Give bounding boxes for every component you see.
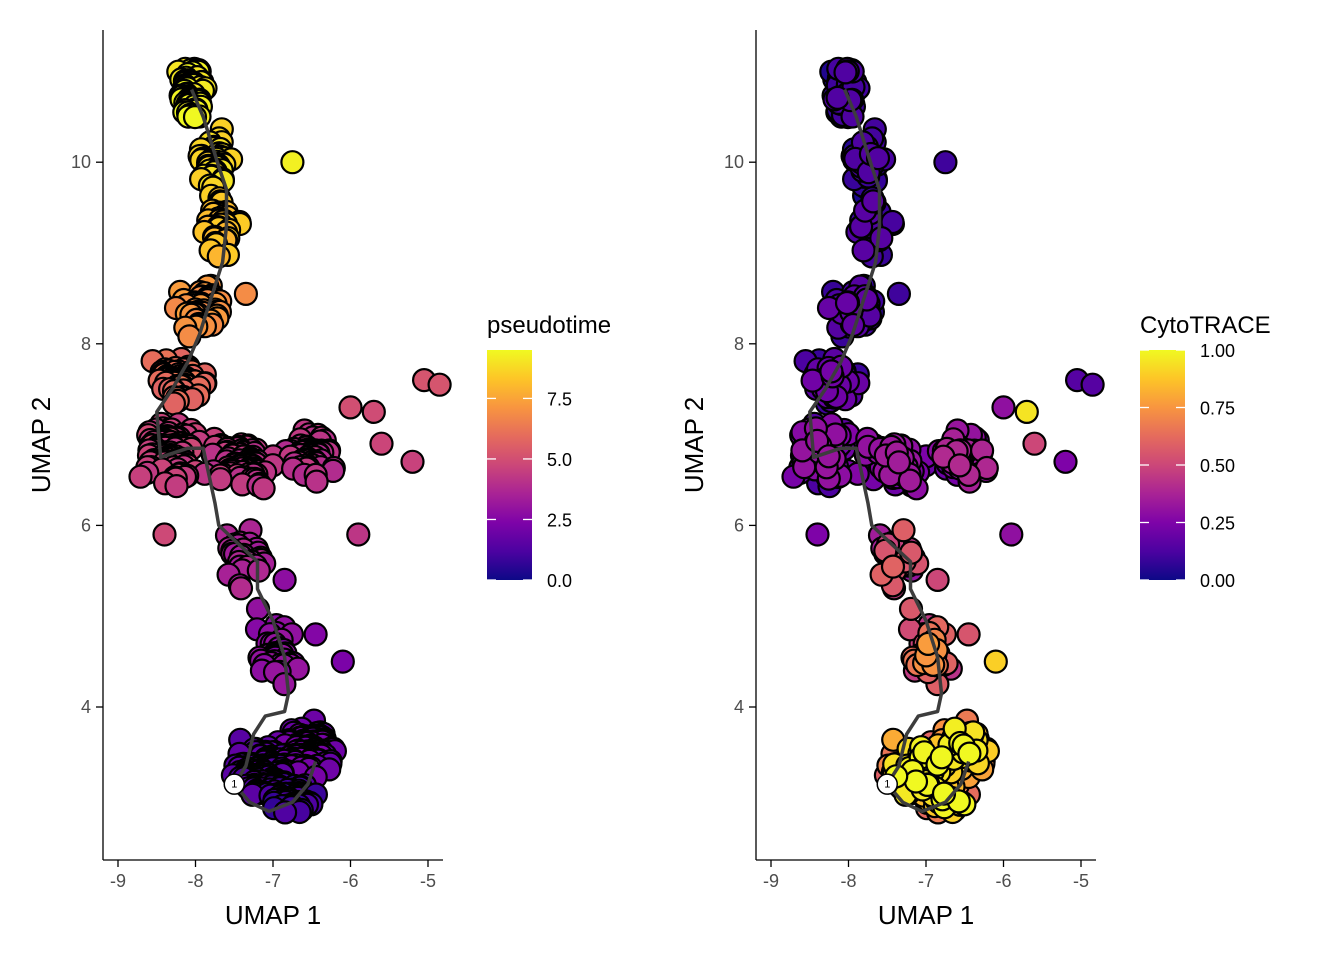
legend-ticks: 0.00 0.25 0.50 0.75 1.00	[1140, 341, 1235, 591]
legend-tick-label: 0.75	[1200, 399, 1235, 419]
cell-point	[947, 453, 972, 478]
x-tick-label: -6	[342, 871, 358, 891]
y-tick-label: 6	[734, 515, 744, 535]
cell-point	[206, 244, 231, 269]
legend-colorbar	[487, 350, 532, 580]
legend-tick-label: 0.25	[1200, 514, 1235, 534]
cell-point	[1080, 372, 1105, 397]
root-marker	[223, 773, 245, 795]
cell-point	[891, 518, 916, 543]
y-tick-label: 6	[81, 515, 91, 535]
cell-point	[272, 567, 297, 593]
x-axis-label: UMAP 1	[225, 900, 321, 930]
y-axis-label: UMAP 2	[679, 397, 709, 493]
cytotrace-points	[781, 56, 1105, 825]
cell-point	[304, 469, 329, 494]
cell-point	[280, 150, 305, 175]
x-ticks: -9 -8 -7 -6 -5	[110, 860, 436, 891]
y-ticks: 4 6 8 10	[724, 152, 756, 717]
x-tick-label: -5	[1073, 871, 1089, 891]
y-axis-label: UMAP 2	[26, 397, 56, 493]
cell-point	[1053, 449, 1078, 474]
y-ticks: 4 6 8 10	[71, 152, 103, 717]
y-tick-label: 4	[734, 697, 744, 717]
y-tick-label: 10	[71, 152, 91, 172]
legend-title: CytoTRACE	[1140, 312, 1271, 339]
x-tick-label: -9	[110, 871, 126, 891]
x-tick-label: -5	[420, 871, 436, 891]
x-tick-label: -8	[840, 871, 856, 891]
cytotrace-trajectory-root: 1	[876, 773, 898, 795]
cell-point	[999, 522, 1024, 547]
cell-point	[880, 554, 906, 579]
cell-point	[851, 238, 876, 263]
legend-ticks: 0.0 2.5 5.0 7.5	[487, 389, 572, 591]
cell-point	[164, 474, 189, 499]
cell-point	[361, 399, 386, 424]
root-marker-label: 1	[884, 779, 890, 791]
x-tick-label: -6	[995, 871, 1011, 891]
cell-point	[925, 567, 950, 593]
cell-point	[869, 226, 894, 251]
x-tick-label: -7	[918, 871, 934, 891]
x-tick-label: -7	[265, 871, 281, 891]
legend-tick-label: 7.5	[547, 389, 572, 409]
pseudotime-trajectory-root: 1	[223, 773, 245, 795]
legend-tick-label: 1.00	[1200, 341, 1235, 361]
cell-point	[1022, 431, 1047, 456]
root-marker	[876, 773, 898, 795]
legend-tick-label: 0.00	[1200, 571, 1235, 591]
cell-point	[957, 741, 982, 766]
cell-point	[991, 395, 1016, 420]
cell-point	[834, 290, 860, 316]
y-tick-label: 10	[724, 152, 744, 172]
legend-tick-label: 2.5	[547, 510, 572, 530]
cell-point	[427, 372, 452, 397]
y-tick-label: 8	[81, 334, 91, 354]
cell-point	[128, 464, 153, 489]
cell-point	[933, 150, 958, 175]
pseudotime-points	[128, 56, 452, 825]
cell-point	[983, 649, 1008, 674]
cell-point	[929, 745, 954, 770]
cell-point	[233, 281, 258, 306]
x-ticks: -9 -8 -7 -6 -5	[763, 860, 1089, 891]
pseudotime-panel: 1 -9 -8 -7 -6 -5 4 6 8 10 UMAP 1 UMAP 2 pseudot…	[26, 30, 611, 930]
cell-point	[903, 769, 929, 794]
cell-point	[338, 395, 363, 420]
x-axis-label: UMAP 1	[878, 900, 974, 930]
cell-point	[272, 671, 297, 697]
cell-point	[228, 576, 254, 601]
cell-point	[251, 476, 276, 501]
root-marker-label: 1	[231, 779, 237, 791]
cell-point	[886, 281, 912, 306]
cell-point	[805, 522, 830, 547]
cell-point	[897, 468, 923, 493]
y-tick-label: 4	[81, 697, 91, 717]
cell-point	[303, 622, 328, 647]
legend-tick-label: 0.0	[547, 571, 572, 591]
cell-point	[152, 522, 177, 547]
cell-point	[833, 60, 858, 85]
legend-title: pseudotime	[487, 312, 611, 339]
legend-tick-label: 5.0	[547, 450, 572, 470]
cell-point	[369, 431, 394, 456]
cell-point	[400, 449, 425, 474]
cytotrace-panel: 1 -9 -8 -7 -6 -5 4 6 8 10 UMAP 1 UMAP 2 CytoTRA…	[679, 30, 1271, 930]
legend-tick-label: 0.50	[1200, 456, 1235, 476]
cell-point	[956, 622, 981, 647]
cell-point	[346, 522, 371, 547]
x-tick-label: -8	[187, 871, 203, 891]
cell-point	[1014, 399, 1039, 424]
cell-point	[886, 450, 912, 475]
y-tick-label: 8	[734, 334, 744, 354]
x-tick-label: -9	[763, 871, 779, 891]
cell-point	[330, 649, 355, 674]
